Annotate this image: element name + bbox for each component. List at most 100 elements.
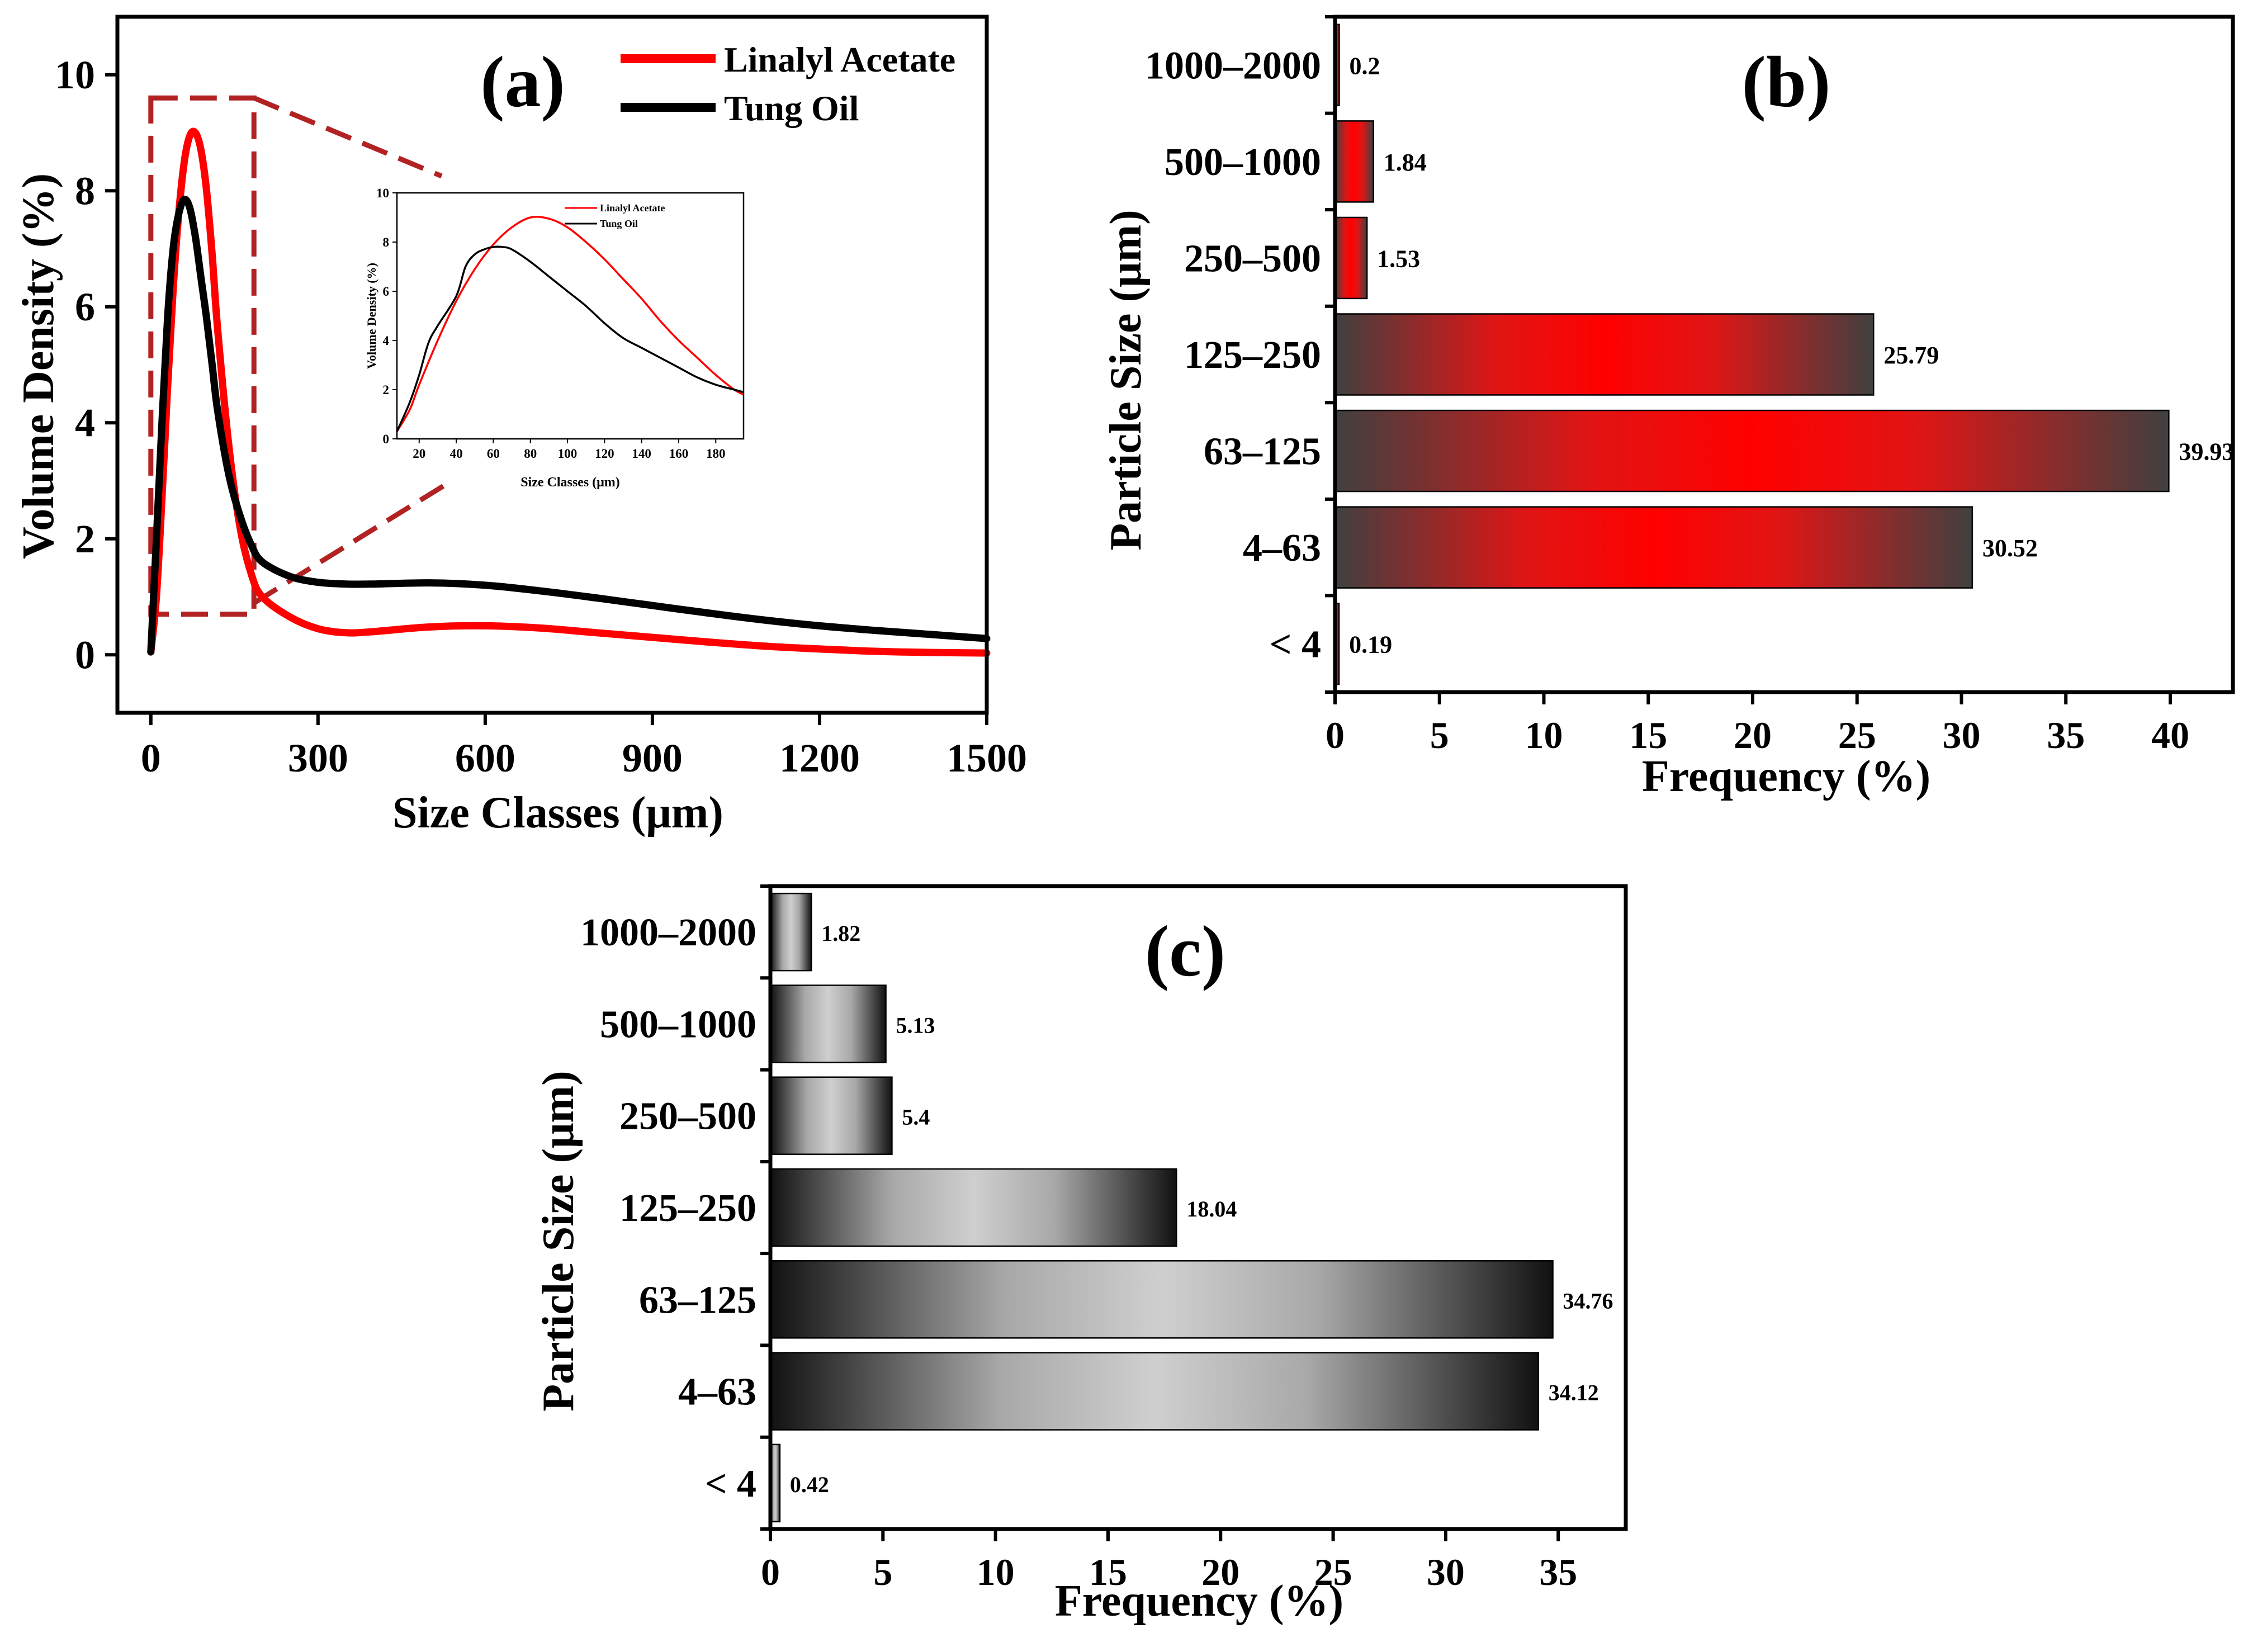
value-label: 34.12 <box>1549 1380 1599 1405</box>
category-label: 4–63 <box>678 1371 756 1414</box>
inset-y-tick-label: 10 <box>376 186 389 200</box>
category-label: 500–1000 <box>600 1003 756 1046</box>
y-tick-label: 8 <box>75 168 95 213</box>
category-label: 125–250 <box>1184 334 1321 377</box>
inset-x-tick-label: 60 <box>487 447 500 461</box>
bar-500-1000 <box>1334 120 1374 203</box>
panel-a-series <box>147 127 991 657</box>
panel-c-xlabel: Frequency (%) <box>1055 1577 1343 1626</box>
x-tick-label: 30 <box>1427 1551 1465 1593</box>
x-tick-label: 5 <box>1430 714 1449 756</box>
panel-c-label: (c) <box>1145 911 1225 992</box>
inset-legend-label-tung: Tung Oil <box>600 218 638 229</box>
zoom-box <box>148 95 257 617</box>
inset-x-tick-label: 40 <box>450 447 463 461</box>
category-label: 250–500 <box>619 1095 756 1138</box>
panel-b: 0 5 10 15 20 25 30 35 40 < 4 4–63 63–125 125–250 250–… <box>1101 15 2235 801</box>
category-label: 63–125 <box>1204 430 1321 474</box>
x-tick-label: 35 <box>1539 1551 1577 1593</box>
inset-x-tick-label: 20 <box>413 447 425 461</box>
x-tick-label: 15 <box>1089 1551 1127 1593</box>
x-tick-label: 40 <box>2151 714 2189 756</box>
inset-frame <box>396 192 745 440</box>
inset-x-tick-label: 160 <box>669 447 689 461</box>
inset-xlabel: Size Classes (μm) <box>520 475 620 490</box>
x-tick-label: 10 <box>1525 714 1563 756</box>
inset-series-line-linalyl <box>396 216 744 432</box>
panel-c-ylabel: Particle Size (μm) <box>534 1071 583 1412</box>
value-label: 30.52 <box>1982 534 2038 562</box>
panel-a-label: (a) <box>480 42 565 122</box>
panel-c-frame <box>768 884 1628 1531</box>
inset-ylabel: Volume Density (%) <box>365 263 378 369</box>
bar-125-250 <box>1334 313 1875 396</box>
inset-y-tick-label: 0 <box>383 432 390 446</box>
panel-a-ylabel: Volume Density (%) <box>14 173 63 559</box>
x-tick-label: 1500 <box>946 736 1027 780</box>
y-tick-label: 0 <box>75 632 95 677</box>
value-label: 18.04 <box>1186 1196 1237 1222</box>
inset-series <box>396 216 744 432</box>
inset-x-tick-label: 120 <box>595 447 614 461</box>
panel-b-frame <box>1333 15 2235 694</box>
bar-4-63 <box>1334 506 1973 589</box>
value-label: 25.79 <box>1883 342 1939 369</box>
panel-c: 0 5 10 15 20 25 30 35 < 4 4–63 63–125 125–250 250–50… <box>534 884 1628 1626</box>
inset-x-tick-label: 100 <box>558 447 578 461</box>
bar-250-500 <box>1334 216 1368 300</box>
inset-series-line-tung <box>396 245 744 432</box>
value-label: 1.82 <box>821 921 860 946</box>
category-label: < 4 <box>705 1462 756 1506</box>
x-tick-label: 1200 <box>779 736 860 780</box>
inset-x-tick-label: 80 <box>524 447 537 461</box>
bar-63-125 <box>1334 409 2170 493</box>
value-label: 34.76 <box>1563 1288 1613 1313</box>
x-tick-label: 25 <box>1838 714 1876 756</box>
inset-y-tick-label: 2 <box>383 383 390 397</box>
bar-4-63 <box>769 1352 1540 1431</box>
x-tick-label: 35 <box>2047 714 2085 756</box>
bar-500-1000 <box>769 984 887 1063</box>
inset-y-tick-label: 4 <box>383 334 390 348</box>
x-tick-label: 900 <box>622 736 683 780</box>
panel-b-xlabel: Frequency (%) <box>1642 752 1930 801</box>
bar-1000-2000 <box>769 892 812 972</box>
panel-b-label: (b) <box>1742 42 1831 122</box>
inset-legend: Linalyl Acetate Tung Oil <box>565 202 665 229</box>
category-label: 500–1000 <box>1165 141 1321 184</box>
inset-background <box>397 193 744 439</box>
category-label: 1000–2000 <box>580 911 756 954</box>
category-label: 63–125 <box>639 1279 756 1322</box>
y-tick-label: 2 <box>75 517 95 561</box>
x-tick-label: 10 <box>977 1551 1015 1593</box>
value-label: 0.2 <box>1349 52 1380 79</box>
x-tick-label: 20 <box>1201 1551 1239 1593</box>
inset: 20 40 60 80 100 120 140 160 180 0 2 4 6 8 10 Linalyl A… <box>365 186 745 490</box>
zoom-region <box>148 95 449 617</box>
value-label: 39.93 <box>2179 438 2234 466</box>
panel-b-bars: 0.19 30.52 39.93 25.79 1.53 1.84 0.2 <box>1334 23 2234 685</box>
legend-label-tung: Tung Oil <box>724 88 859 128</box>
category-label: 125–250 <box>619 1187 756 1230</box>
x-tick-label: 15 <box>1629 714 1667 756</box>
panel-b-ticks: 0 5 10 15 20 25 30 35 40 < 4 4–63 63–125 125–250 250–… <box>1145 15 2189 756</box>
x-tick-label: 5 <box>873 1551 892 1593</box>
value-label: 5.4 <box>902 1105 930 1130</box>
panel-c-bars: 0.42 34.12 34.76 18.04 5.4 5.13 1.82 <box>769 892 1613 1523</box>
y-tick-label: 10 <box>55 53 95 97</box>
inset-ticks: 20 40 60 80 100 120 140 160 180 0 2 4 6 8 10 <box>376 186 726 461</box>
zoom-connector-top <box>253 96 443 179</box>
x-tick-label: 30 <box>1942 714 1980 756</box>
panel-a-xlabel: Size Classes (μm) <box>392 788 723 837</box>
category-label: 4–63 <box>1243 527 1321 570</box>
category-label: 1000–2000 <box>1145 44 1321 87</box>
value-label: 0.19 <box>1349 631 1392 659</box>
category-label: < 4 <box>1270 623 1321 666</box>
value-label: 1.53 <box>1377 245 1420 272</box>
inset-y-tick-label: 6 <box>383 285 390 299</box>
panel-c-ticks: 0 5 10 15 20 25 30 35 < 4 4–63 63–125 125–250 250–50… <box>580 884 1577 1593</box>
inset-x-tick-label: 180 <box>706 447 726 461</box>
x-tick-label: 20 <box>1734 714 1772 756</box>
